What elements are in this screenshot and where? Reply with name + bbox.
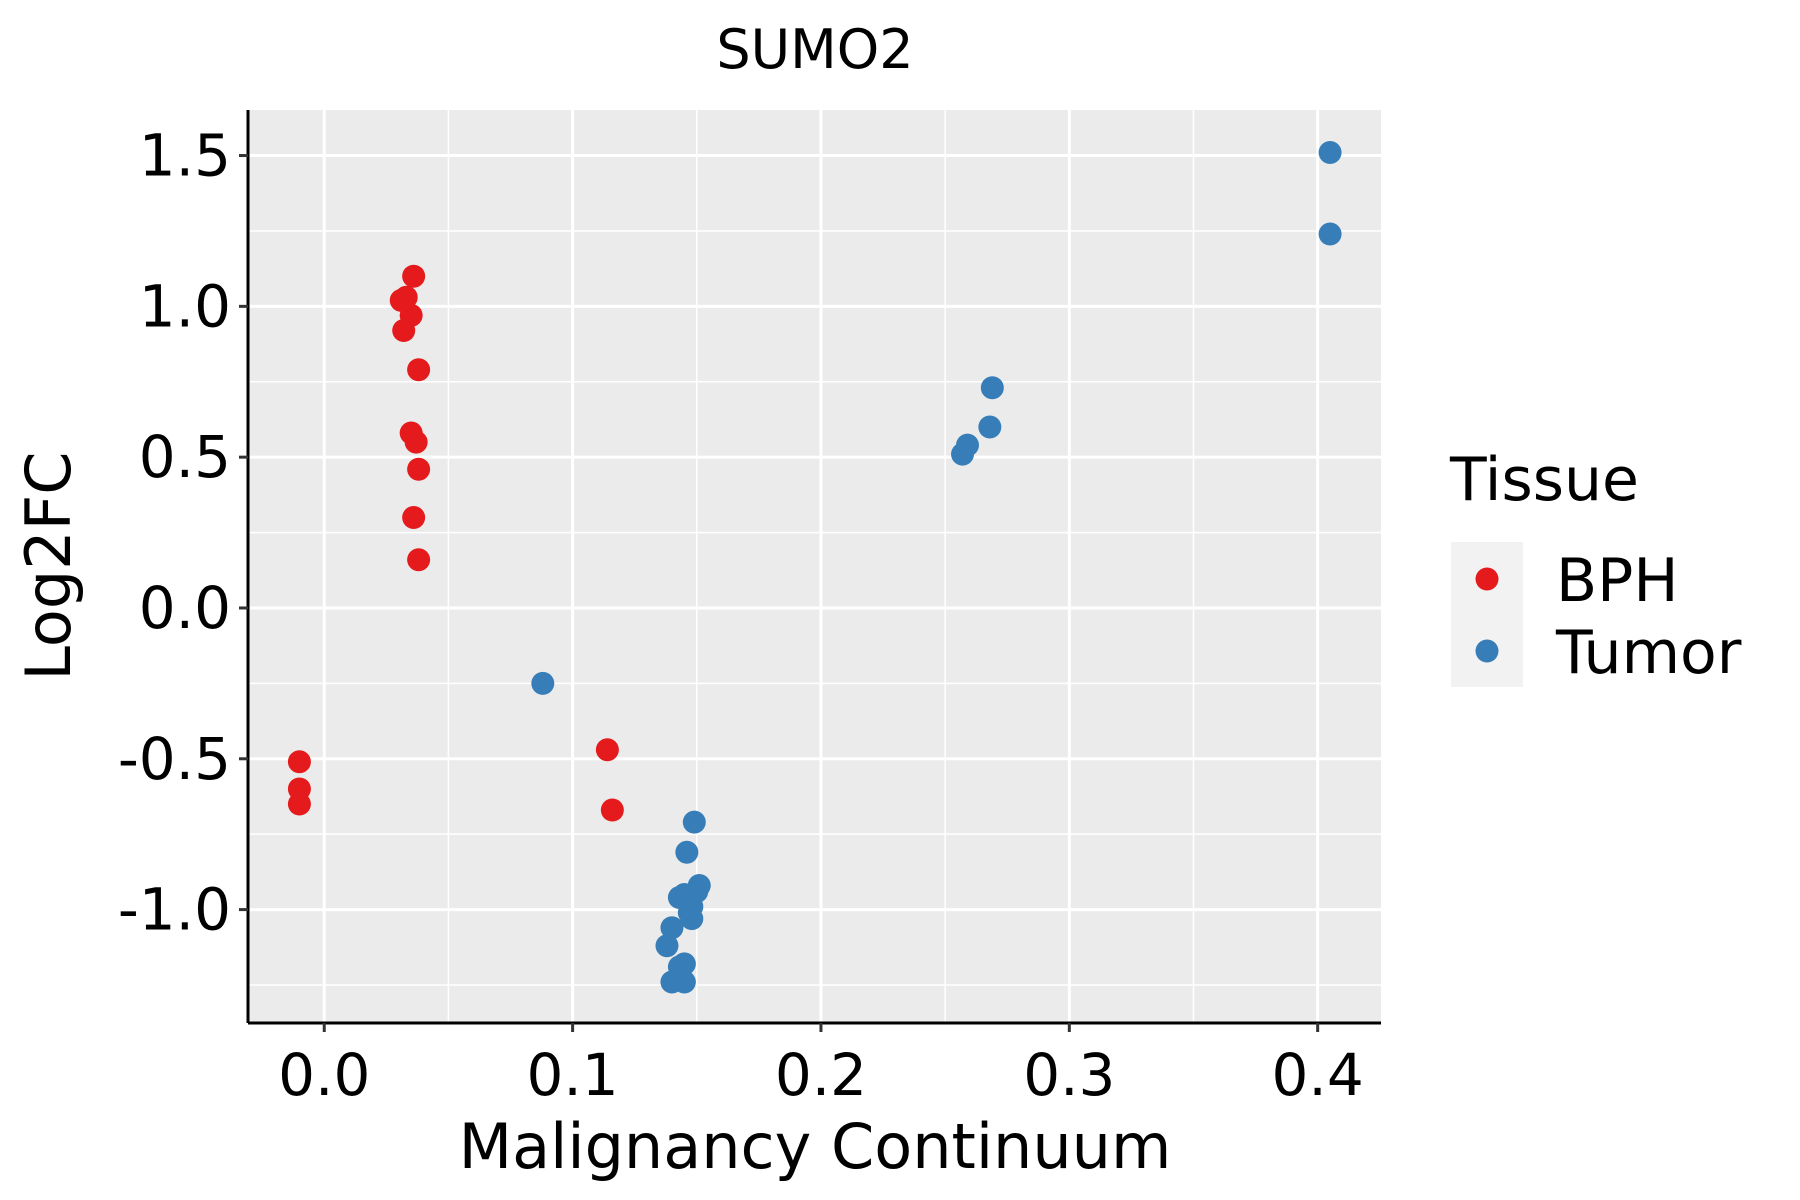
plot-panel bbox=[248, 110, 1381, 1023]
axis-ticks: 0.0 0.1 0.2 0.3 0.4 1.5 1.0 0.5 0.0 -0.5 -1.0 bbox=[118, 122, 1364, 1109]
x-tick-label: 0.1 bbox=[526, 1041, 618, 1109]
legend-key-tumor bbox=[1475, 639, 1499, 663]
legend-label-bph: BPH bbox=[1556, 546, 1678, 616]
y-tick-label: 0.0 bbox=[139, 574, 231, 642]
point-tumor bbox=[682, 810, 706, 834]
point-tumor bbox=[531, 671, 555, 695]
legend-label-tumor: Tumor bbox=[1555, 618, 1742, 688]
x-tick-label: 0.4 bbox=[1272, 1041, 1364, 1109]
point-bph bbox=[287, 750, 311, 774]
point-tumor bbox=[955, 433, 979, 457]
y-axis-title: Log2FC bbox=[12, 451, 85, 680]
point-tumor bbox=[978, 415, 1002, 439]
legend-title: Tissue bbox=[1449, 445, 1639, 515]
grid-lines bbox=[248, 110, 1381, 1023]
legend: Tissue BPH Tumor bbox=[1449, 445, 1742, 688]
y-tick-label: -1.0 bbox=[118, 876, 231, 944]
point-bph bbox=[407, 548, 431, 572]
point-bph bbox=[407, 457, 431, 481]
point-bph bbox=[404, 430, 428, 454]
y-tick-label: 1.5 bbox=[139, 122, 231, 190]
point-tumor bbox=[1318, 141, 1342, 165]
point-bph bbox=[392, 318, 416, 342]
point-tumor bbox=[672, 952, 696, 976]
point-tumor bbox=[675, 840, 699, 864]
point-tumor bbox=[660, 916, 684, 940]
x-axis-title: Malignancy Continuum bbox=[459, 1110, 1172, 1183]
point-bph bbox=[402, 264, 426, 288]
y-tick-label: -0.5 bbox=[118, 725, 231, 793]
point-bph bbox=[407, 358, 431, 382]
x-tick-label: 0.3 bbox=[1023, 1041, 1115, 1109]
point-tumor bbox=[680, 907, 704, 931]
legend-key-bph bbox=[1475, 567, 1499, 591]
legend-key-background bbox=[1451, 542, 1523, 687]
point-tumor bbox=[1318, 222, 1342, 246]
point-tumor bbox=[672, 970, 696, 994]
y-tick-label: 1.0 bbox=[139, 272, 231, 340]
point-bph bbox=[600, 798, 624, 822]
chart-title: SUMO2 bbox=[716, 18, 913, 81]
point-bph bbox=[402, 505, 426, 529]
point-tumor bbox=[655, 934, 679, 958]
x-tick-label: 0.0 bbox=[278, 1041, 370, 1109]
point-bph bbox=[287, 792, 311, 816]
point-bph bbox=[595, 738, 619, 762]
point-tumor bbox=[980, 376, 1004, 400]
data-points bbox=[287, 141, 1342, 994]
point-bph bbox=[394, 285, 418, 309]
y-tick-label: 0.5 bbox=[139, 423, 231, 491]
x-tick-label: 0.2 bbox=[775, 1041, 867, 1109]
